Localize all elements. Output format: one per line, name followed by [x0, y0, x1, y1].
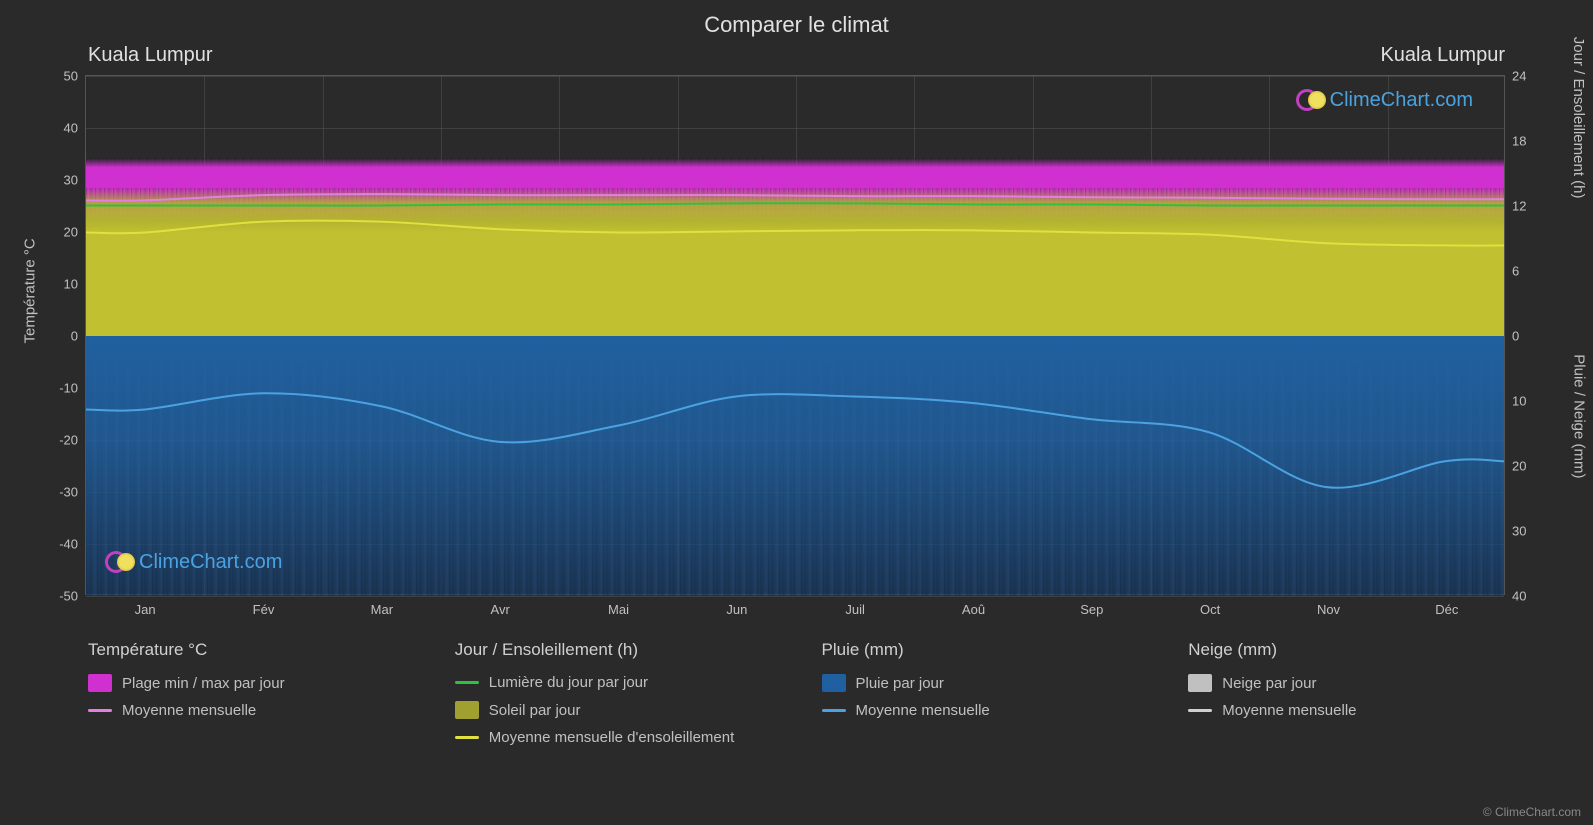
legend-label: Lumière du jour par jour	[489, 674, 648, 691]
x-tick-label: Mai	[608, 602, 629, 617]
legend-swatch	[1188, 674, 1212, 692]
legend-item: Moyenne mensuelle	[1188, 702, 1505, 719]
legend-item: Moyenne mensuelle	[88, 702, 405, 719]
legend-item: Soleil par jour	[455, 701, 772, 719]
y-right-tick-label: 40	[1512, 589, 1526, 604]
legend-label: Soleil par jour	[489, 702, 581, 719]
legend-title: Neige (mm)	[1188, 640, 1505, 660]
legend-swatch	[822, 709, 846, 712]
y-axis-left-title: Température °C	[22, 238, 39, 343]
legend-label: Plage min / max par jour	[122, 675, 285, 692]
location-right: Kuala Lumpur	[1380, 44, 1505, 67]
y-right-tick-label: 6	[1512, 264, 1519, 279]
legend-title: Température °C	[88, 640, 405, 660]
legend-item: Neige par jour	[1188, 674, 1505, 692]
y-right-tick-label: 10	[1512, 394, 1526, 409]
daylight-line	[86, 203, 1504, 205]
legend-swatch	[822, 674, 846, 692]
legend-col-snow: Neige (mm) Neige par jour Moyenne mensuel…	[1188, 640, 1505, 756]
legend-col-rain: Pluie (mm) Pluie par jour Moyenne mensuel…	[822, 640, 1139, 756]
y-left-tick-label: -10	[59, 381, 78, 396]
x-tick-label: Déc	[1435, 602, 1458, 617]
y-left-tick-label: -20	[59, 433, 78, 448]
rain-avg-line	[86, 393, 1504, 488]
legend-item: Pluie par jour	[822, 674, 1139, 692]
y-left-tick-label: 0	[71, 329, 78, 344]
grid-line-h	[86, 596, 1504, 597]
x-tick-label: Jan	[135, 602, 156, 617]
legend-label: Neige par jour	[1222, 675, 1316, 692]
x-tick-label: Jun	[726, 602, 747, 617]
climechart-logo-icon	[1296, 86, 1324, 114]
legend-label: Moyenne mensuelle	[122, 702, 256, 719]
legend-label: Moyenne mensuelle	[1222, 702, 1356, 719]
y-axis-right-bottom-title: Pluie / Neige (mm)	[1571, 354, 1588, 478]
legend-swatch	[455, 736, 479, 739]
legend-label: Pluie par jour	[856, 675, 944, 692]
y-right-tick-label: 18	[1512, 134, 1526, 149]
plot-area: 50403020100-10-20-30-40-5024181260102030…	[85, 75, 1505, 595]
x-tick-label: Aoû	[962, 602, 985, 617]
y-right-tick-label: 0	[1512, 329, 1519, 344]
x-tick-label: Oct	[1200, 602, 1220, 617]
x-tick-label: Sep	[1080, 602, 1103, 617]
location-left: Kuala Lumpur	[88, 44, 213, 67]
y-right-tick-label: 30	[1512, 524, 1526, 539]
x-tick-label: Juil	[845, 602, 865, 617]
y-right-tick-label: 12	[1512, 199, 1526, 214]
y-left-tick-label: 20	[64, 225, 78, 240]
legend-title: Jour / Ensoleillement (h)	[455, 640, 772, 660]
legend-swatch	[88, 674, 112, 692]
watermark-text: ClimeChart.com	[139, 551, 282, 574]
watermark-top: ClimeChart.com	[1296, 86, 1473, 114]
climechart-logo-icon	[105, 548, 133, 576]
chart-title: Comparer le climat	[0, 0, 1593, 38]
legend-label: Moyenne mensuelle	[856, 702, 990, 719]
x-tick-label: Fév	[253, 602, 275, 617]
y-left-tick-label: -30	[59, 485, 78, 500]
legend-item: Moyenne mensuelle d'ensoleillement	[455, 729, 772, 746]
legend-label: Moyenne mensuelle d'ensoleillement	[489, 729, 735, 746]
watermark-text: ClimeChart.com	[1330, 89, 1473, 112]
legend-title: Pluie (mm)	[822, 640, 1139, 660]
legend-swatch	[455, 681, 479, 684]
legend-item: Moyenne mensuelle	[822, 702, 1139, 719]
x-tick-label: Avr	[491, 602, 510, 617]
y-left-tick-label: 30	[64, 173, 78, 188]
legend-col-temperature: Température °C Plage min / max par jour M…	[88, 640, 405, 756]
y-left-tick-label: 10	[64, 277, 78, 292]
y-left-tick-label: -50	[59, 589, 78, 604]
y-right-tick-label: 20	[1512, 459, 1526, 474]
legend-swatch	[88, 709, 112, 712]
line-layer	[86, 76, 1504, 594]
legend-item: Lumière du jour par jour	[455, 674, 772, 691]
y-left-tick-label: -40	[59, 537, 78, 552]
y-right-tick-label: 24	[1512, 69, 1526, 84]
legend-item: Plage min / max par jour	[88, 674, 405, 692]
y-axis-right-top-title: Jour / Ensoleillement (h)	[1571, 37, 1588, 199]
x-tick-label: Nov	[1317, 602, 1340, 617]
legend: Température °C Plage min / max par jour M…	[88, 640, 1505, 756]
y-left-tick-label: 40	[64, 121, 78, 136]
watermark-bottom: ClimeChart.com	[105, 548, 282, 576]
sun-avg-line	[86, 221, 1504, 246]
temp-avg-line	[86, 194, 1504, 201]
legend-swatch	[1188, 709, 1212, 712]
x-tick-label: Mar	[371, 602, 393, 617]
copyright: © ClimeChart.com	[1483, 805, 1581, 819]
y-left-tick-label: 50	[64, 69, 78, 84]
legend-col-daylight: Jour / Ensoleillement (h) Lumière du jou…	[455, 640, 772, 756]
legend-swatch	[455, 701, 479, 719]
